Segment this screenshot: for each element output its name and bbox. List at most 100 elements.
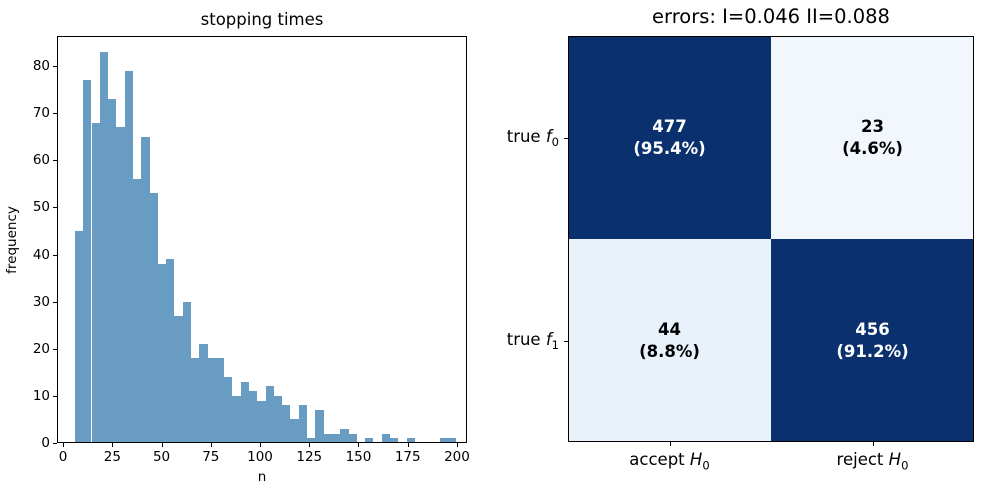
row-tick-mark <box>564 137 568 139</box>
y-tick-label: 10 <box>32 387 50 404</box>
histogram-bar <box>190 358 200 443</box>
histogram-bar <box>273 395 283 443</box>
y-tick-label: 70 <box>32 105 50 122</box>
x-tick-mark <box>456 443 458 447</box>
confusion-matrix-axes: errors: I=0.046 II=0.088 477 (95.4%) 23 (4.… <box>507 5 974 472</box>
histogram-bar <box>307 438 316 443</box>
histogram-bar <box>99 52 109 443</box>
histogram-bar <box>348 433 357 443</box>
histogram-bar <box>282 405 291 443</box>
histogram-bar <box>157 264 167 443</box>
histogram-bar <box>240 381 249 443</box>
histogram-bar <box>174 315 183 443</box>
y-tick-label: 60 <box>32 152 50 169</box>
y-tick-mark <box>53 443 57 444</box>
histogram-axes: stopping times frequency n 0 25 50 75 100 125… <box>4 10 470 485</box>
histogram-bar <box>74 231 84 443</box>
histogram-bar <box>448 438 457 443</box>
x-tick-label: 200 <box>444 449 470 465</box>
col-label: reject H0 <box>836 450 909 473</box>
histogram-bar <box>124 70 133 443</box>
histogram-bar <box>265 386 274 443</box>
cell-percent: (91.2%) <box>836 341 909 361</box>
row-label: true f0 <box>506 126 559 149</box>
x-tick-label: 125 <box>296 449 323 465</box>
row-label: true f1 <box>506 329 559 352</box>
x-tick-label: 0 <box>58 449 68 465</box>
x-tick-label: 25 <box>103 449 121 465</box>
cell-percent: (8.8%) <box>639 341 700 361</box>
y-tick-mark <box>53 301 57 303</box>
cell-percent: (95.4%) <box>633 138 706 158</box>
y-tick-mark <box>53 254 57 256</box>
x-tick-mark <box>309 443 311 447</box>
histogram-bar <box>315 410 324 443</box>
histogram-bar <box>232 395 241 443</box>
x-tick-label: 175 <box>394 449 421 465</box>
y-tick-mark <box>53 395 57 397</box>
histogram-bar <box>149 193 158 443</box>
x-tick-mark <box>63 443 65 447</box>
y-tick-label: 50 <box>32 199 50 216</box>
histogram-bar <box>298 405 308 443</box>
histogram-bar <box>439 438 448 443</box>
x-tick-label: 100 <box>247 449 273 465</box>
histogram-bar <box>199 344 208 443</box>
x-tick-label: 50 <box>152 449 171 465</box>
histogram-bar <box>166 259 175 443</box>
matrix-cell: 477 (95.4%) <box>568 36 771 239</box>
x-tick-mark <box>407 443 409 447</box>
histogram-bar <box>290 419 299 443</box>
y-tick-label: 30 <box>32 293 50 310</box>
histogram-bar <box>116 127 125 443</box>
y-tick-label: 20 <box>32 340 50 357</box>
x-tick-mark <box>358 443 360 447</box>
x-tick-mark <box>210 443 212 447</box>
histogram-bar <box>406 438 415 443</box>
histogram-bar <box>323 433 332 443</box>
cell-count: 477 <box>652 116 687 136</box>
histogram-bar <box>207 358 216 443</box>
histogram-bar <box>224 377 233 443</box>
y-tick-mark <box>53 113 57 115</box>
matrix-cell: 44 (8.8%) <box>568 239 771 442</box>
histogram-bar <box>331 433 341 443</box>
histogram-bar <box>182 301 191 443</box>
histogram-bar <box>83 80 92 443</box>
y-tick-mark <box>53 207 57 209</box>
x-tick-label: 75 <box>202 449 220 465</box>
y-tick-mark <box>53 66 57 68</box>
x-tick-mark <box>260 443 262 447</box>
histogram-bar <box>257 400 266 443</box>
histogram-bar <box>141 136 150 443</box>
histogram-bar <box>132 179 142 443</box>
x-tick-label: 150 <box>345 449 372 465</box>
x-axis-label: n <box>257 469 267 485</box>
col-tick-mark <box>669 442 671 446</box>
y-tick-mark <box>53 348 57 350</box>
histogram-bar <box>215 358 225 443</box>
y-tick-mark <box>53 160 57 162</box>
col-tick-mark <box>872 442 874 446</box>
row-tick-mark <box>564 340 568 342</box>
cell-count: 456 <box>855 319 890 339</box>
histogram-title: stopping times <box>200 10 324 29</box>
confusion-matrix-grid: 477 (95.4%) 23 (4.6%) 44 (8.8%) 456 (91.2%) <box>568 36 974 442</box>
confusion-matrix-title: errors: I=0.046 II=0.088 <box>652 5 890 28</box>
y-axis-label: frequency <box>4 205 20 274</box>
matrix-cell: 456 (91.2%) <box>771 239 974 442</box>
y-tick-label: 0 <box>41 435 50 451</box>
histogram-bar <box>108 99 117 443</box>
histogram-bar <box>381 433 390 443</box>
x-tick-mark <box>161 443 163 447</box>
histogram-bar <box>249 391 258 443</box>
y-tick-label: 40 <box>32 246 50 263</box>
matrix-cell: 23 (4.6%) <box>771 36 974 239</box>
y-tick-label: 80 <box>32 58 50 75</box>
histogram-bar <box>365 438 374 443</box>
histogram-bar <box>389 438 399 443</box>
histogram-bar <box>340 428 349 443</box>
cell-percent: (4.6%) <box>842 138 903 158</box>
cell-count: 23 <box>861 116 884 136</box>
